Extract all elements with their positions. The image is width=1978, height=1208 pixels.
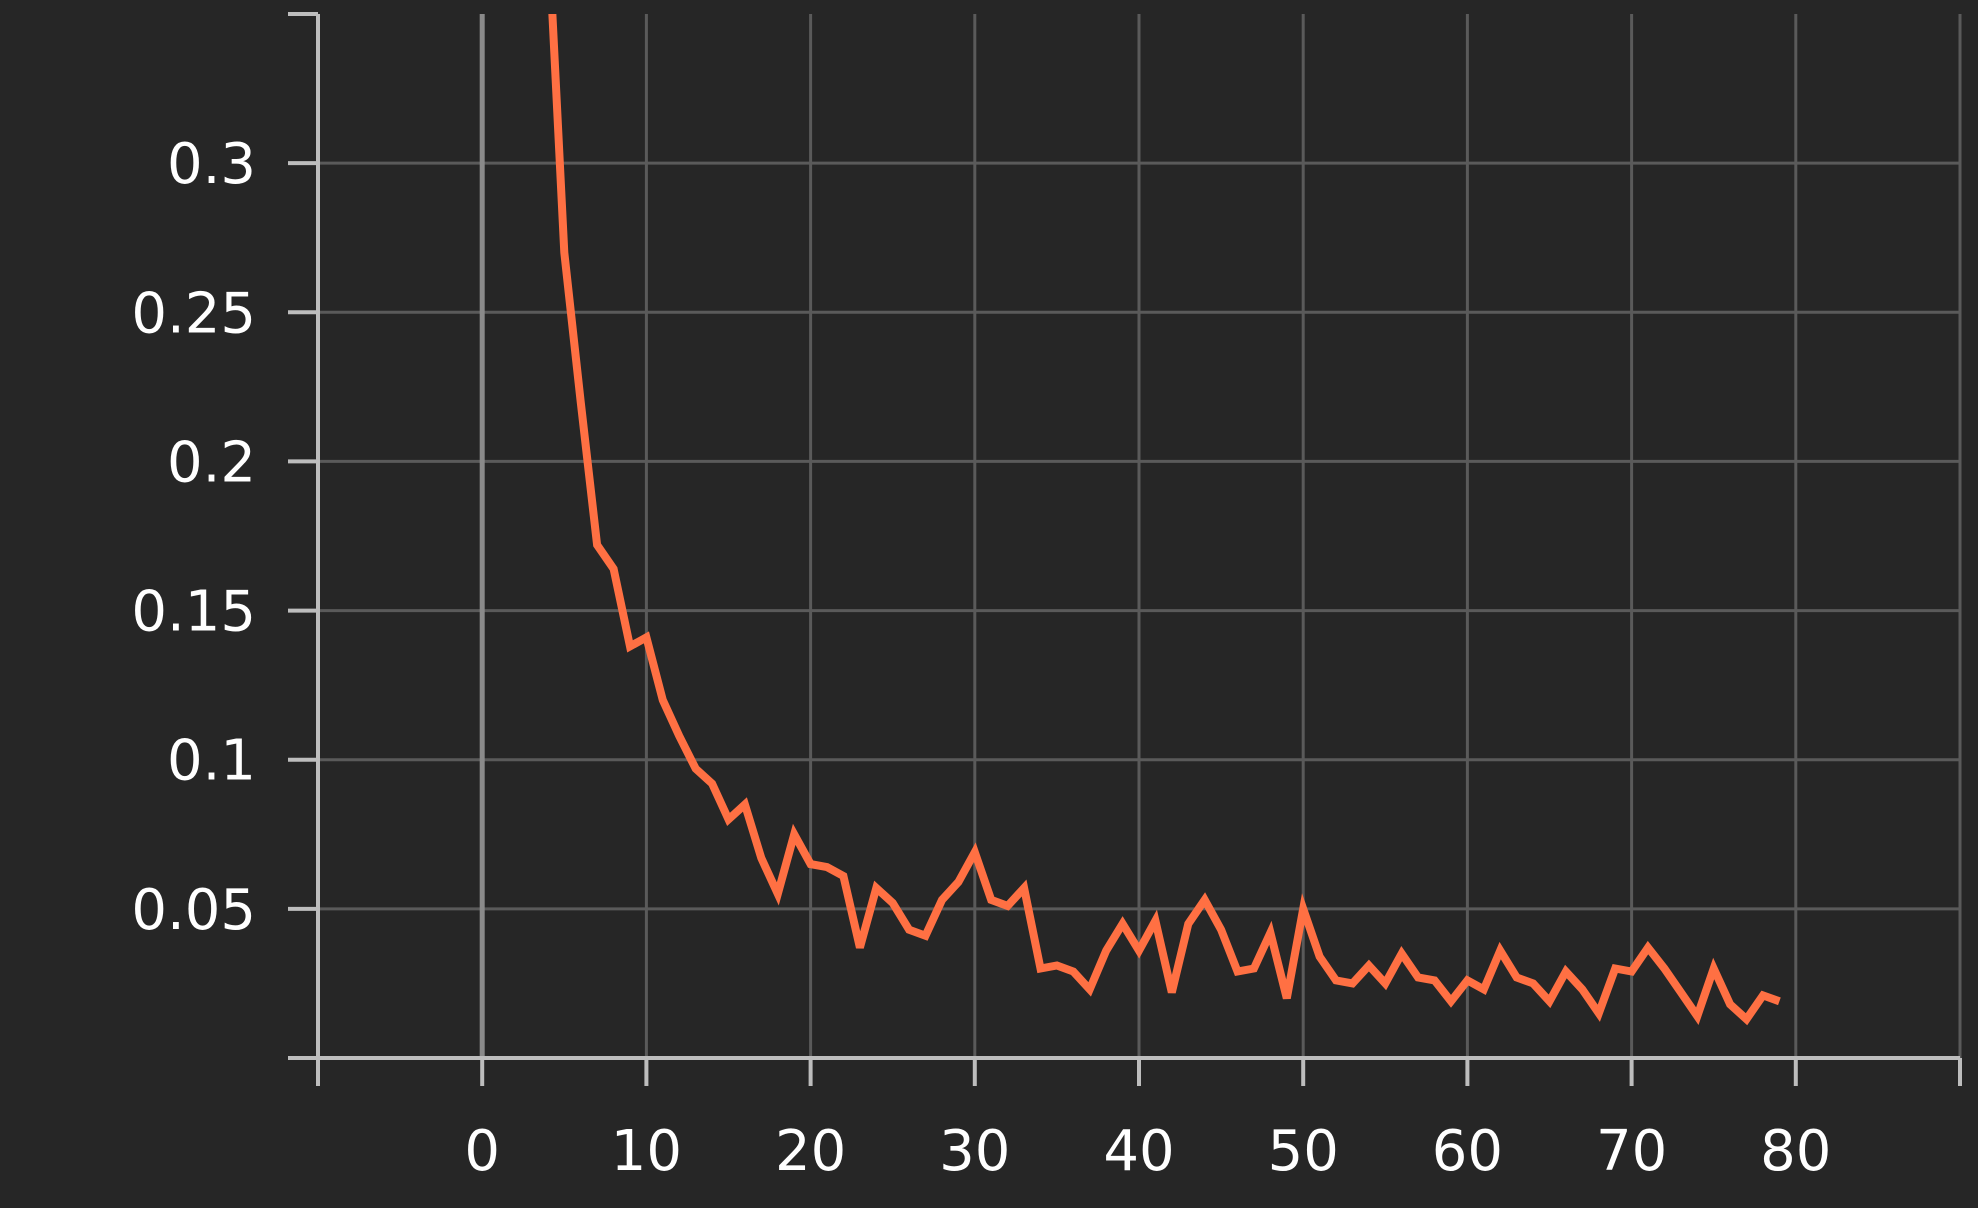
- y-tick-label: 0.1: [167, 729, 256, 794]
- x-tick-label: 0: [464, 1119, 500, 1184]
- x-tick-label: 70: [1596, 1119, 1667, 1184]
- y-tick-label: 0.2: [167, 430, 256, 495]
- x-tick-label: 50: [1268, 1119, 1339, 1184]
- x-axis-ticks: 0 10 20 30 40 50 60 70 80: [316, 1058, 1962, 1184]
- y-tick-label: 0.05: [131, 878, 256, 943]
- x-tick-label: 20: [775, 1119, 846, 1184]
- x-tick-label: 60: [1432, 1119, 1503, 1184]
- series-line: [548, 14, 1781, 1026]
- x-tick-label: 80: [1760, 1119, 1831, 1184]
- y-tick-label: 0.25: [131, 281, 256, 346]
- y-tick-label: 0.15: [131, 580, 256, 645]
- grid-lines: [318, 14, 1962, 1058]
- y-tick-label: 0.3: [167, 132, 256, 197]
- x-tick-label: 30: [939, 1119, 1010, 1184]
- x-tick-label: 10: [611, 1119, 682, 1184]
- y-axis-ticks: 0.05 0.1 0.15 0.2 0.25 0.3: [131, 12, 318, 1060]
- x-tick-label: 40: [1103, 1119, 1174, 1184]
- series-group: [548, 14, 1781, 1026]
